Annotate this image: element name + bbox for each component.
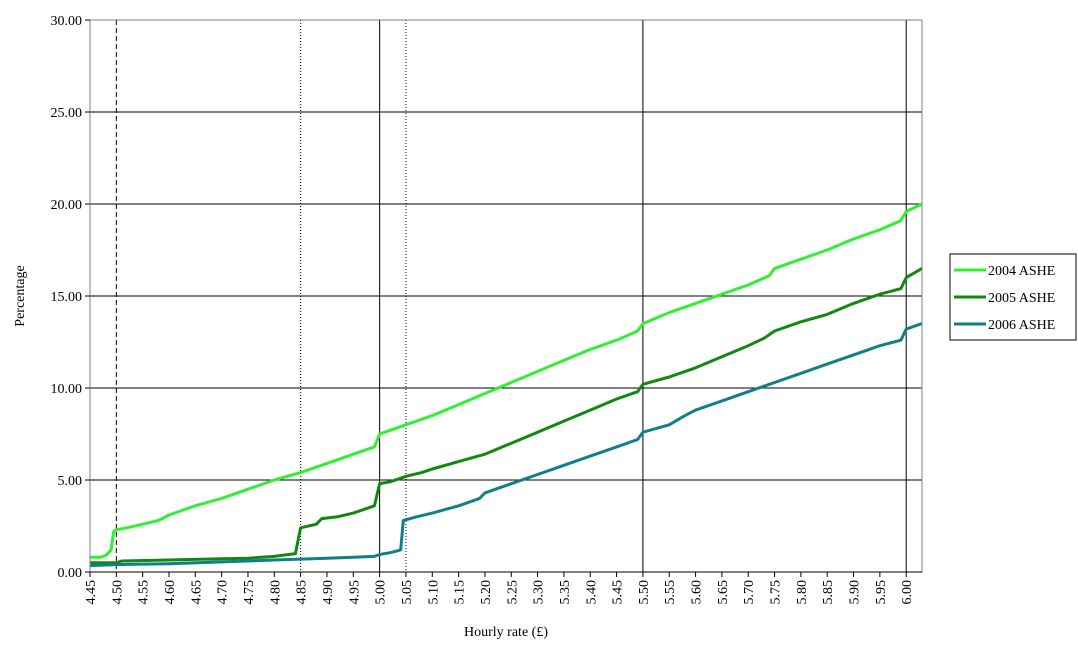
- x-tick-label: 5.20: [479, 580, 494, 605]
- x-tick-label: 5.80: [795, 580, 810, 605]
- x-tick-label: 5.00: [374, 580, 389, 605]
- x-tick-label: 5.65: [716, 580, 731, 605]
- y-tick-label: 20.00: [51, 198, 83, 213]
- x-tick-label: 5.70: [742, 580, 757, 605]
- x-tick-label: 5.60: [690, 580, 705, 605]
- legend-label-3: 2006 ASHE: [988, 318, 1055, 333]
- y-tick-label: 10.00: [51, 382, 83, 397]
- x-tick-label: 5.40: [584, 580, 599, 605]
- x-tick-label: 5.10: [426, 580, 441, 605]
- x-tick-label: 5.05: [400, 580, 415, 605]
- x-tick-label: 4.65: [189, 580, 204, 605]
- x-tick-label: 4.45: [84, 580, 99, 605]
- x-tick-label: 5.55: [663, 580, 678, 605]
- x-tick-label: 4.70: [216, 580, 231, 605]
- x-tick-label: 5.75: [769, 580, 784, 605]
- series-line-3: [89, 322, 923, 568]
- x-tick-label: 4.85: [295, 580, 310, 605]
- x-tick-label: 5.25: [505, 580, 520, 605]
- x-tick-label: 4.60: [163, 580, 178, 605]
- x-tick-label: 5.50: [637, 580, 652, 605]
- series-lines: [89, 202, 923, 568]
- x-tick-label: 4.55: [137, 580, 152, 605]
- y-axis-ticks: 0.00 5.00 10.00 15.00 20.00 25.00 30.00: [51, 14, 90, 581]
- grid-lines: [90, 19, 922, 573]
- x-tick-label: 5.85: [821, 580, 836, 605]
- x-tick-label: 5.30: [532, 580, 547, 605]
- x-tick-label: 5.90: [848, 580, 863, 605]
- x-axis-ticks: 4.45 4.50 4.55 4.60 4.65 4.70 4.75 4.80 4.85 4.90…: [84, 571, 922, 605]
- y-tick-label: 30.00: [51, 14, 83, 29]
- x-tick-label: 5.35: [558, 580, 573, 605]
- reference-lines: [115, 20, 907, 572]
- legend: 2004 ASHE 2005 ASHE 2006 ASHE: [949, 253, 1077, 341]
- y-axis-title: Percentage: [13, 265, 28, 326]
- y-tick-label: 0.00: [58, 566, 83, 581]
- x-tick-label: 4.80: [268, 580, 283, 605]
- x-tick-label: 6.00: [900, 580, 915, 605]
- x-tick-label: 5.45: [611, 580, 626, 605]
- x-tick-label: 4.75: [242, 580, 257, 605]
- x-tick-label: 4.90: [321, 580, 336, 605]
- series-line-2: [90, 267, 923, 565]
- y-tick-label: 25.00: [51, 106, 83, 121]
- legend-label-2: 2005 ASHE: [988, 291, 1055, 306]
- series-line-1: [90, 202, 923, 559]
- x-tick-label: 4.50: [110, 580, 125, 605]
- y-tick-label: 15.00: [51, 290, 83, 305]
- x-tick-label: 5.15: [453, 580, 468, 605]
- x-tick-label: 5.95: [874, 580, 889, 605]
- legend-label-1: 2004 ASHE: [988, 264, 1055, 279]
- y-tick-label: 5.00: [58, 474, 83, 489]
- x-axis-title: Hourly rate (£): [464, 625, 548, 640]
- x-tick-label: 4.95: [347, 580, 362, 605]
